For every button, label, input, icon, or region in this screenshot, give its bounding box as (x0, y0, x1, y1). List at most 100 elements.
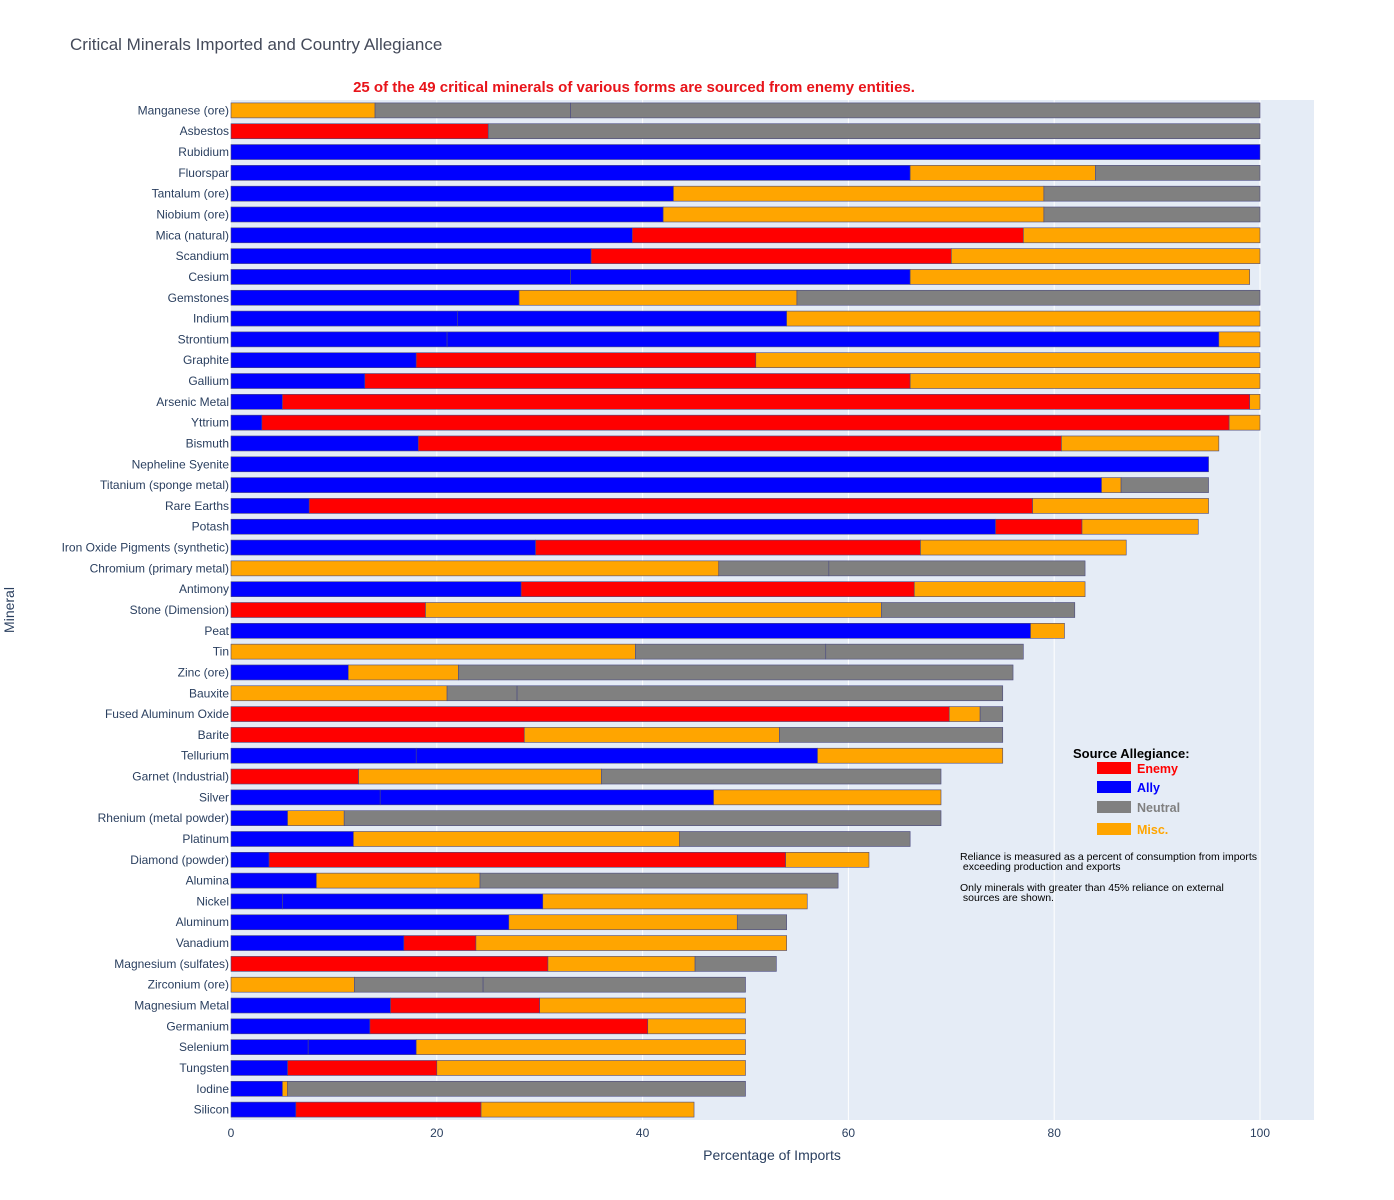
bar-segment (230, 623, 1031, 639)
bar-segment (570, 269, 911, 285)
bar-segment (590, 248, 952, 264)
bar-segment (230, 581, 522, 597)
category-label: Tin (213, 645, 229, 659)
bar-segment (230, 747, 417, 764)
bar-segment (479, 872, 839, 889)
bar-segment (779, 727, 1004, 743)
bar-segment (475, 935, 787, 951)
bar-segment (635, 643, 827, 660)
category-label: Niobium (ore) (156, 207, 229, 221)
category-label: Silver (199, 790, 229, 804)
category-label: Mica (natural) (156, 228, 229, 242)
category-label: Antimony (179, 582, 229, 596)
annotation-threshold: Only minerals with greater than 45% reli… (960, 882, 1224, 904)
bar-segment (1043, 206, 1261, 223)
category-label: Chromium (primary metal) (90, 561, 229, 575)
bar-segment (358, 768, 602, 785)
bar-segment (785, 852, 870, 868)
category-label: Gallium (188, 374, 229, 388)
category-label: Rhenium (metal powder) (98, 811, 229, 825)
annotation-reliance: Reliance is measured as a percent of con… (960, 851, 1257, 873)
bar-segment (487, 123, 1261, 140)
category-label: Garnet (Industrial) (132, 770, 229, 784)
bar-segment (230, 914, 510, 931)
bar-segment (230, 394, 283, 410)
bar-segment (282, 1080, 288, 1097)
bar-segment (518, 289, 798, 306)
bar-segment (828, 560, 1086, 577)
bar-segment (282, 394, 1251, 410)
bar-segment (379, 789, 714, 806)
bar-segment (601, 768, 942, 785)
category-label: Barite (198, 728, 230, 742)
category-label: Yttrium (191, 416, 229, 430)
bar-segment (295, 1101, 482, 1118)
category-label: Bismuth (186, 436, 229, 450)
bar-segment (632, 227, 1024, 244)
bar-segment (307, 1039, 417, 1055)
category-label: Platinum (182, 832, 229, 846)
chart-subtitle: 25 of the 49 critical minerals of variou… (353, 79, 915, 96)
bar-segment (230, 935, 405, 951)
bar-segment (1032, 498, 1209, 514)
bar-segment (755, 352, 1261, 368)
x-tick-labels: 0 20 40 60 80 100 (228, 1126, 1271, 1140)
bar-segment (230, 789, 381, 806)
legend-swatch (1097, 762, 1131, 774)
legend-label: Misc. (1137, 823, 1168, 837)
annotation-line: Reliance is measured as a percent of con… (960, 851, 1257, 863)
bar-segment (308, 498, 1033, 514)
annotation-line: sources are shown. (960, 892, 1054, 904)
bar-segment (230, 518, 996, 535)
category-label: Magnesium (sulfates) (114, 957, 229, 971)
bar-segment (786, 310, 1261, 327)
category-label: Vanadium (176, 936, 229, 950)
category-label: Strontium (178, 332, 229, 346)
bar-segment (230, 727, 525, 743)
bar-segment (909, 269, 1251, 285)
bar-segment (369, 1018, 649, 1035)
bar-segment (230, 248, 592, 264)
bar-segment (1030, 623, 1065, 639)
bar-segment (415, 747, 818, 764)
bar-segment (230, 872, 317, 889)
bar-segment (825, 643, 1024, 660)
bar-segment (1043, 185, 1261, 202)
bar-segment (1095, 165, 1261, 181)
bar-segment (287, 810, 345, 826)
category-label: Fluorspar (178, 166, 229, 180)
chart-title: Critical Minerals Imported and Country A… (70, 35, 442, 54)
bar-segment (230, 831, 354, 847)
bar-segment (446, 685, 518, 702)
bar-segment (230, 1039, 309, 1055)
category-label: Fused Aluminum Oxide (105, 707, 229, 721)
category-label: Scandium (176, 249, 229, 263)
bar-segment (647, 1018, 746, 1035)
bar-segment (403, 935, 477, 951)
bar-segment (287, 1080, 746, 1097)
bar-segment (230, 331, 448, 348)
category-label: Graphite (183, 353, 229, 367)
bar-segment (282, 893, 544, 910)
bar-segment (570, 102, 1261, 119)
category-label: Nickel (196, 894, 229, 908)
category-label: Cesium (188, 270, 229, 284)
bar-segment (457, 310, 787, 327)
category-label: Stone (Dimension) (130, 603, 229, 617)
bar-segment (480, 1101, 695, 1118)
x-tick-label: 60 (842, 1126, 856, 1140)
bar-segment (1218, 331, 1261, 348)
x-tick-label: 100 (1250, 1126, 1270, 1140)
bar-segment (230, 685, 448, 702)
annotation-line: Only minerals with greater than 45% reli… (960, 882, 1224, 894)
bar-segment (230, 1018, 371, 1035)
bar-segment (230, 852, 270, 868)
bar-segment (230, 227, 633, 244)
bar-segment (1120, 477, 1209, 493)
category-label: Alumina (186, 874, 230, 888)
y-axis-title: Mineral (1, 587, 17, 633)
bar-segment (948, 706, 981, 722)
category-label: Indium (193, 312, 229, 326)
bar-segment (1101, 477, 1122, 493)
bar-segment (230, 1080, 283, 1097)
